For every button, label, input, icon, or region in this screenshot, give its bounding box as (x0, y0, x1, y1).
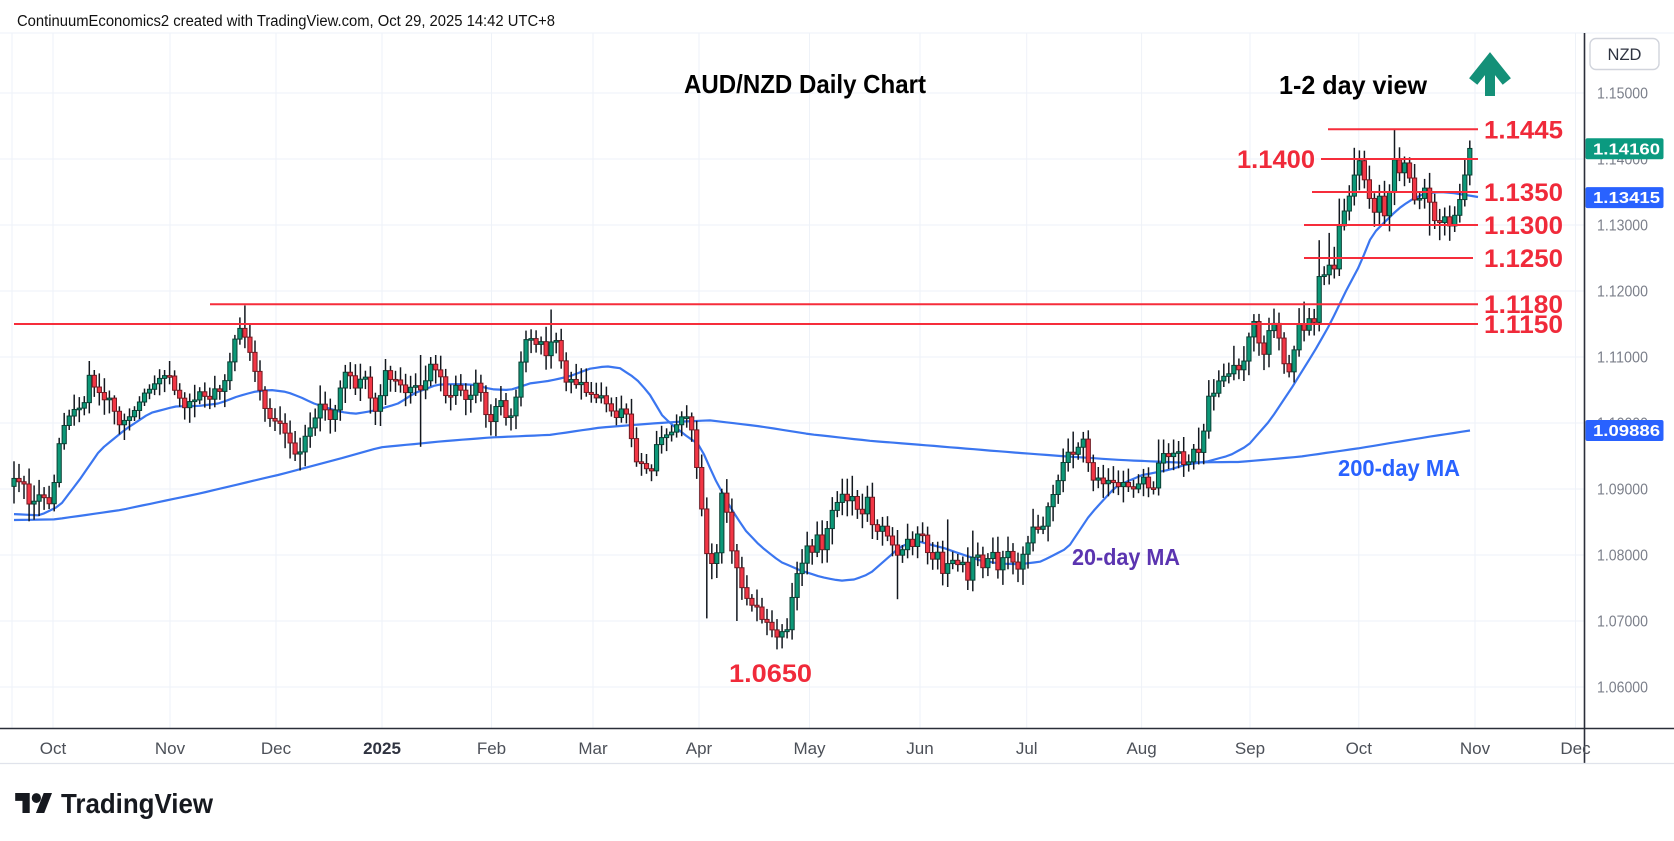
svg-text:1.14160: 1.14160 (1593, 141, 1660, 158)
svg-text:Sep: Sep (1235, 739, 1265, 758)
svg-text:May: May (793, 739, 826, 758)
svg-text:Dec: Dec (261, 739, 292, 758)
svg-text:1.11000: 1.11000 (1597, 350, 1648, 367)
svg-text:200-day MA: 200-day MA (1338, 455, 1460, 481)
svg-text:1.12000: 1.12000 (1597, 284, 1648, 301)
svg-text:20-day MA: 20-day MA (1072, 544, 1180, 570)
svg-text:1.1250: 1.1250 (1484, 245, 1563, 273)
svg-text:2025: 2025 (363, 739, 401, 758)
svg-text:1.1350: 1.1350 (1484, 179, 1563, 207)
svg-text:NZD: NZD (1608, 46, 1642, 64)
svg-text:1-2 day view: 1-2 day view (1279, 70, 1428, 100)
svg-text:1.13000: 1.13000 (1597, 218, 1648, 235)
svg-text:Oct: Oct (40, 739, 67, 758)
svg-text:Nov: Nov (155, 739, 186, 758)
svg-text:TradingView: TradingView (61, 788, 214, 819)
svg-text:Mar: Mar (578, 739, 608, 758)
svg-text:1.1150: 1.1150 (1484, 311, 1563, 339)
svg-text:Feb: Feb (477, 739, 506, 758)
svg-text:Aug: Aug (1126, 739, 1156, 758)
svg-text:1.0650: 1.0650 (729, 660, 812, 688)
svg-text:1.13415: 1.13415 (1593, 190, 1660, 207)
svg-text:1.1445: 1.1445 (1484, 116, 1563, 144)
svg-text:1.06000: 1.06000 (1597, 680, 1648, 697)
svg-text:1.1400: 1.1400 (1237, 146, 1315, 174)
svg-text:ContinuumEconomics2 created wi: ContinuumEconomics2 created with Trading… (17, 13, 555, 30)
svg-text:1.07000: 1.07000 (1597, 614, 1648, 631)
svg-text:Jun: Jun (906, 739, 933, 758)
svg-text:Nov: Nov (1460, 739, 1491, 758)
svg-text:1.09000: 1.09000 (1597, 482, 1648, 499)
svg-text:1.1300: 1.1300 (1484, 212, 1563, 240)
svg-text:1.08000: 1.08000 (1597, 548, 1648, 565)
svg-text:1.15000: 1.15000 (1597, 86, 1648, 103)
svg-text:Jul: Jul (1016, 739, 1038, 758)
svg-text:Dec: Dec (1560, 739, 1591, 758)
svg-text:1.1180: 1.1180 (1484, 291, 1563, 319)
svg-text:AUD/NZD Daily Chart: AUD/NZD Daily Chart (684, 69, 926, 99)
svg-text:Apr: Apr (686, 739, 713, 758)
svg-text:Oct: Oct (1346, 739, 1373, 758)
svg-text:1.09886: 1.09886 (1593, 423, 1660, 440)
